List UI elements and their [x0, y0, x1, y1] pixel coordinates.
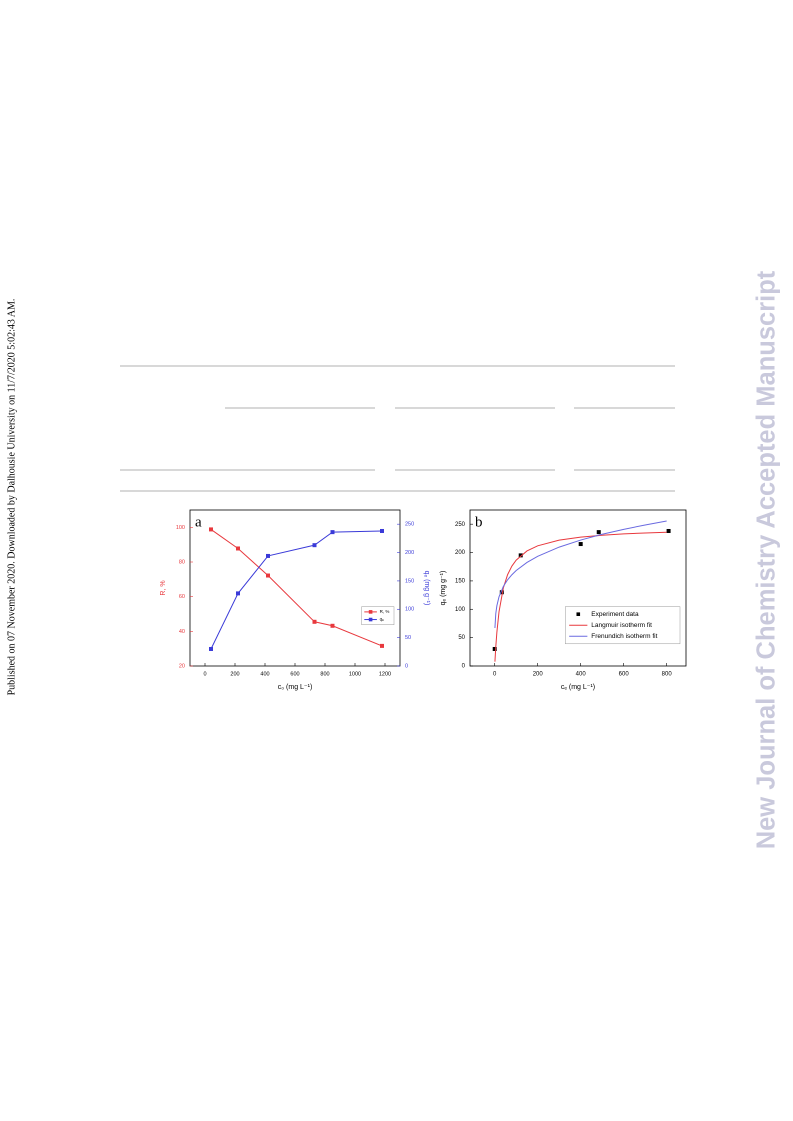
series-line: [210, 530, 383, 650]
x-tick-label: 200: [230, 671, 239, 677]
y2-tick-label: 50: [405, 635, 411, 641]
y-tick-label: 250: [455, 522, 466, 528]
watermark: New Journal of Chemistry Accepted Manusc…: [753, 270, 781, 849]
x-axis-label: c₀ (mg L⁻¹): [278, 684, 313, 691]
y2-axis-label: qₑ (mg g⁻¹): [423, 571, 430, 606]
data-point: [209, 646, 213, 651]
legend-label: Experiment data: [591, 611, 639, 618]
y-tick-label: 150: [455, 578, 466, 584]
data-point: [492, 646, 497, 651]
data-point: [518, 553, 523, 558]
panel-label: b: [475, 514, 483, 530]
x-tick-label: 800: [662, 672, 673, 678]
y-tick-label: 100: [455, 607, 466, 613]
data-point: [330, 623, 335, 628]
data-point: [236, 546, 240, 551]
x-tick-label: 1000: [349, 671, 361, 677]
y-tick-label: 50: [458, 635, 465, 641]
y-tick-label: 20: [179, 663, 185, 669]
x-tick-label: 0: [203, 671, 206, 677]
x-tick-label: 0: [493, 672, 497, 678]
y2-tick-label: 0: [405, 663, 408, 669]
side-note: Published on 07 November 2020. Downloade…: [6, 299, 17, 696]
x-tick-label: 600: [619, 672, 630, 678]
data-point: [266, 553, 270, 558]
y2-tick-label: 150: [405, 578, 414, 584]
legend-label: R, %: [380, 609, 390, 614]
x-tick-label: 400: [576, 672, 587, 678]
series-line: [210, 529, 383, 647]
y-tick-label: 100: [176, 525, 185, 531]
legend-label: qₑ: [380, 617, 385, 622]
x-tick-label: 1200: [379, 671, 391, 677]
data-point: [312, 619, 317, 624]
legend-label: Frenundich isotherm fit: [591, 633, 657, 640]
data-point: [666, 528, 671, 533]
x-tick-label: 400: [260, 671, 269, 677]
legend-marker: [368, 610, 373, 614]
data-point: [596, 530, 601, 535]
x-tick-label: 800: [320, 671, 329, 677]
data-point: [266, 573, 270, 578]
y2-tick-label: 200: [405, 550, 414, 556]
y2-tick-label: 100: [405, 607, 414, 613]
data-point: [578, 542, 583, 547]
plot-frame: [469, 509, 687, 667]
data-point: [380, 643, 384, 648]
x-tick-label: 600: [290, 671, 299, 677]
y-tick-label: 200: [455, 550, 466, 556]
data-point: [380, 528, 384, 533]
table-rules: [120, 365, 675, 492]
plot-frame: [189, 509, 401, 667]
series-line: [494, 520, 667, 629]
series-line: [494, 531, 667, 662]
legend-marker: [368, 617, 373, 622]
x-axis-label: cₑ (mg L⁻¹): [561, 684, 595, 691]
panel-label: a: [195, 514, 202, 530]
y-axis-label: qₑ (mg g⁻¹): [440, 571, 447, 606]
y-tick-label: 40: [179, 629, 185, 635]
data-point: [312, 543, 317, 548]
legend-label: Langmuir isotherm fit: [591, 622, 652, 629]
y-axis-label: R, %: [160, 580, 167, 595]
y-tick-label: 60: [179, 594, 185, 600]
y-tick-label: 0: [462, 664, 466, 670]
data-point: [499, 590, 504, 595]
y2-tick-label: 250: [405, 522, 414, 528]
data-point: [236, 591, 240, 596]
x-tick-label: 200: [533, 672, 544, 678]
data-point: [209, 527, 213, 532]
data-point: [330, 530, 335, 535]
legend-marker: [576, 612, 581, 616]
y-tick-label: 80: [179, 559, 185, 565]
